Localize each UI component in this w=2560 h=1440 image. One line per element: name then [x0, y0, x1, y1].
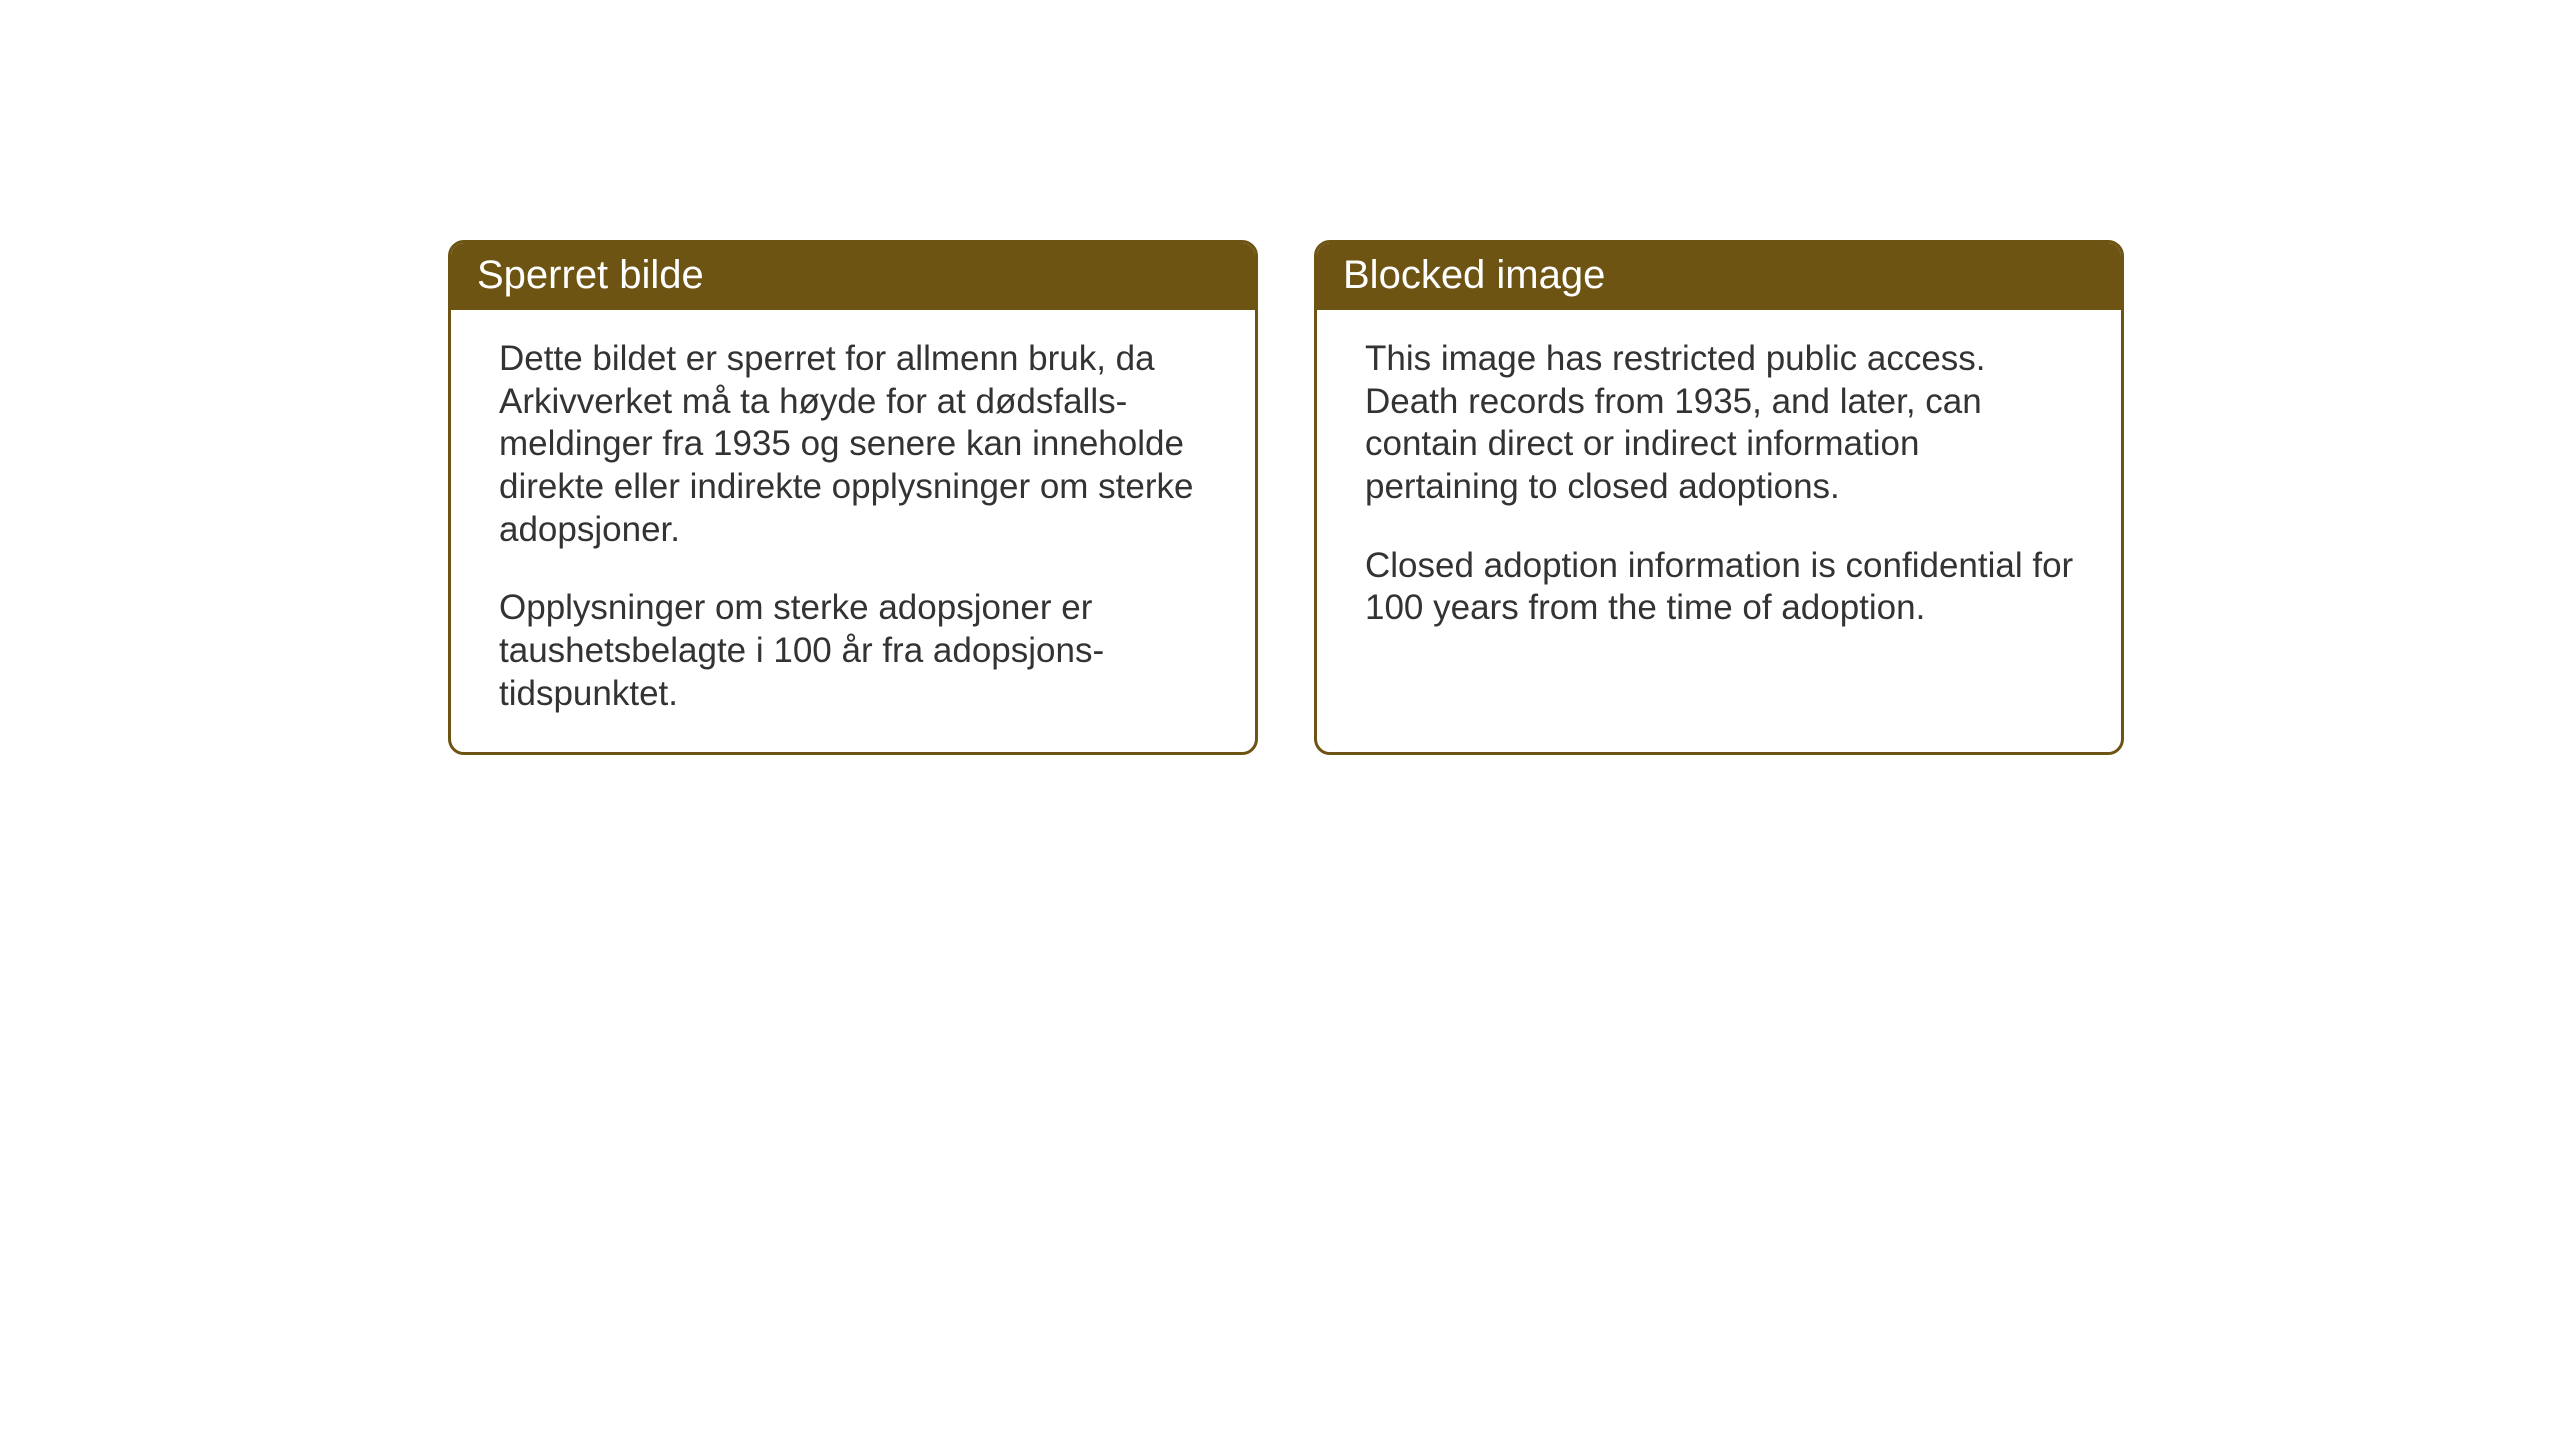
notice-body-english: This image has restricted public access.…	[1317, 310, 2121, 740]
notice-paragraph-1-english: This image has restricted public access.…	[1365, 338, 2081, 509]
notice-paragraph-2-english: Closed adoption information is confident…	[1365, 545, 2081, 630]
notice-header-norwegian: Sperret bilde	[451, 243, 1255, 310]
notice-body-norwegian: Dette bildet er sperret for allmenn bruk…	[451, 310, 1255, 752]
notice-paragraph-1-norwegian: Dette bildet er sperret for allmenn bruk…	[499, 338, 1215, 551]
notice-header-english: Blocked image	[1317, 243, 2121, 310]
notice-box-norwegian: Sperret bilde Dette bildet er sperret fo…	[448, 240, 1258, 755]
notice-paragraph-2-norwegian: Opplysninger om sterke adopsjoner er tau…	[499, 587, 1215, 715]
notice-box-english: Blocked image This image has restricted …	[1314, 240, 2124, 755]
notice-container: Sperret bilde Dette bildet er sperret fo…	[448, 240, 2124, 755]
